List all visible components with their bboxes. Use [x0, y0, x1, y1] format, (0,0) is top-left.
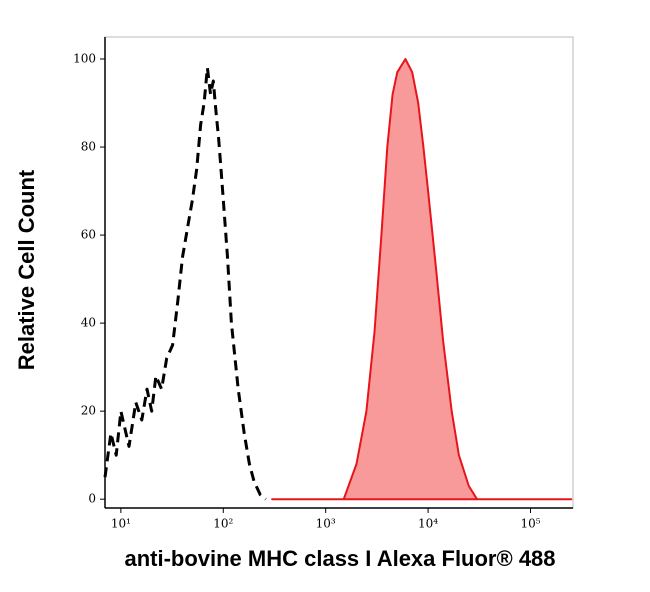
- y-tick-label: 0: [88, 492, 96, 506]
- x-tick-label: 10²: [213, 517, 233, 531]
- x-tick-label: 10⁵: [520, 517, 540, 531]
- x-tick-label: 10⁴: [418, 517, 438, 531]
- x-tick-label: 10³: [316, 517, 336, 531]
- y-tick-label: 80: [81, 140, 96, 154]
- x-tick-label: 10¹: [111, 517, 131, 531]
- y-axis-label: Relative Cell Count: [14, 169, 39, 370]
- x-axis-label: anti-bovine MHC class I Alexa Fluor® 488: [124, 546, 555, 571]
- y-tick-label: 40: [81, 316, 96, 330]
- histogram-area: [271, 58, 573, 501]
- y-tick-label: 20: [81, 404, 96, 418]
- histogram-line: [103, 66, 267, 501]
- plot-frame: [104, 36, 574, 509]
- y-tick-label: 60: [81, 228, 96, 242]
- y-tick-label: 100: [73, 52, 96, 66]
